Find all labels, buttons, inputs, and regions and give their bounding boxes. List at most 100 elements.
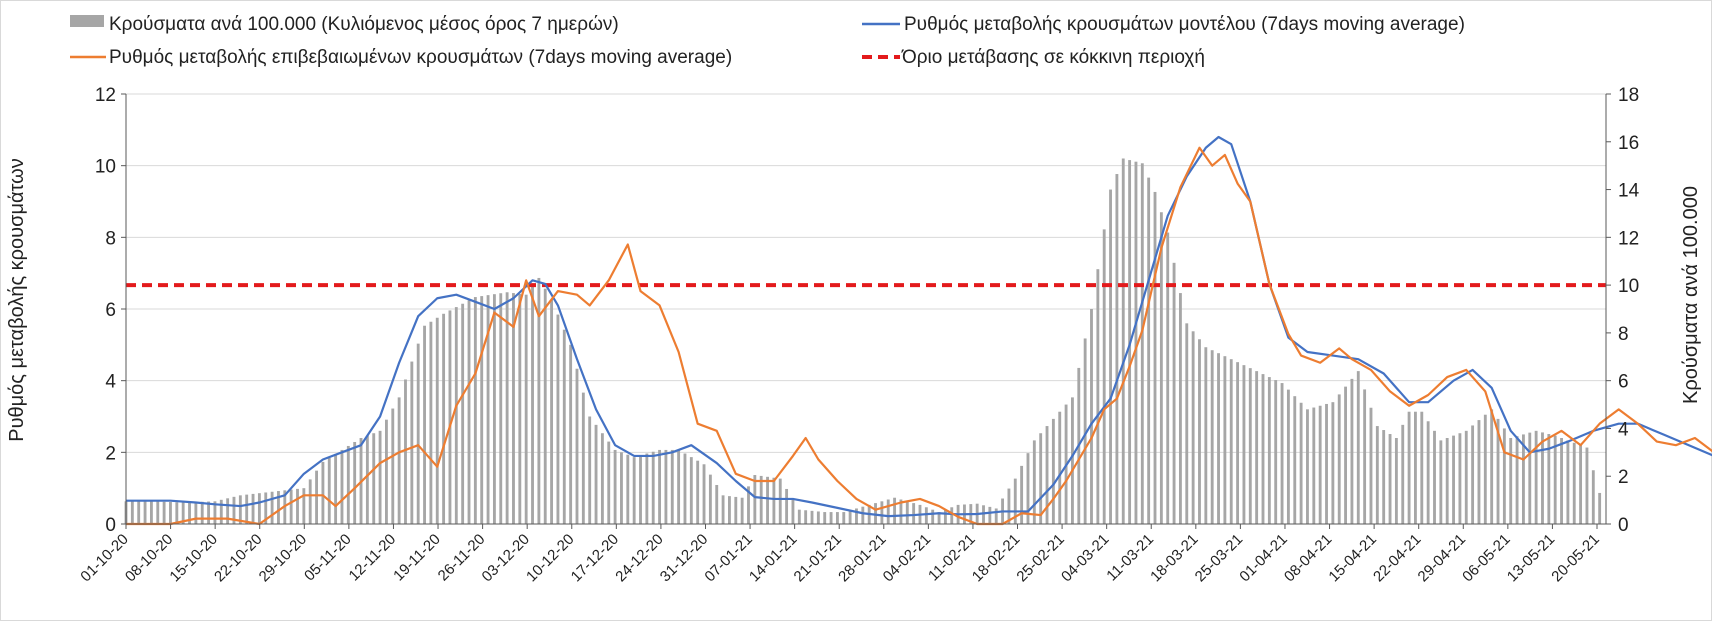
bar	[823, 512, 827, 524]
bar	[245, 494, 249, 524]
bar	[1439, 440, 1443, 524]
bar	[1090, 309, 1093, 524]
y-left-tick-label: 4	[105, 372, 116, 393]
bar	[581, 392, 585, 524]
bar	[200, 501, 204, 524]
bar	[473, 297, 477, 524]
bar	[886, 499, 890, 524]
bar	[238, 495, 242, 524]
bar	[207, 501, 211, 524]
bar	[988, 506, 992, 524]
legend-label-model-line: Ρυθμός μεταβολής κρουσμάτων μοντέλου (7d…	[904, 14, 1465, 35]
legend-item-bars: Κρούσματα ανά 100.000 (Κυλιόμενος μέσος …	[70, 14, 619, 35]
y-left-tick-label: 6	[105, 300, 116, 321]
bar	[1191, 331, 1195, 524]
bar	[429, 321, 433, 524]
bar	[664, 449, 668, 524]
bar	[1261, 374, 1265, 524]
bar	[391, 408, 395, 524]
bar	[1553, 435, 1557, 524]
y-left-tick-label: 0	[105, 515, 116, 536]
bar	[1026, 453, 1030, 524]
bar	[1083, 338, 1087, 524]
bar	[702, 464, 706, 524]
bar	[416, 343, 420, 524]
bar	[1306, 409, 1309, 524]
bar	[1071, 397, 1074, 524]
bar	[1293, 396, 1297, 524]
legend-item-confirmed-line: Ρυθμός μεταβολής επιβεβαιωμένων κρουσμάτ…	[70, 47, 732, 68]
bar	[1198, 339, 1201, 524]
bar	[550, 299, 554, 524]
bar	[677, 449, 681, 524]
bar	[1204, 347, 1208, 524]
bar	[861, 506, 865, 524]
bar	[277, 491, 280, 524]
bar	[835, 512, 839, 524]
bar	[1426, 421, 1430, 524]
bar	[181, 502, 185, 524]
bar	[1020, 465, 1024, 524]
bar	[899, 499, 903, 524]
bar	[569, 344, 573, 524]
bar	[512, 293, 515, 524]
y-left-tick-label: 8	[105, 228, 116, 249]
bar	[1496, 418, 1500, 524]
bar	[759, 475, 763, 524]
bar	[1483, 414, 1487, 524]
bar	[740, 497, 744, 524]
bar	[149, 501, 153, 524]
bar	[1280, 383, 1284, 524]
bar	[747, 486, 750, 525]
bar	[1229, 359, 1233, 524]
legend-item-model-line: Ρυθμός μεταβολής κρουσμάτων μοντέλου (7d…	[862, 14, 1465, 35]
bar	[334, 453, 338, 524]
bar	[524, 294, 528, 524]
y-axis-right-ticks: 0 2 4 6 8 10 12 14 16 18	[1606, 85, 1640, 536]
bar	[1382, 430, 1386, 524]
bar	[696, 460, 700, 524]
bar	[1407, 411, 1411, 524]
bar	[728, 496, 731, 524]
bar	[1255, 371, 1259, 524]
bar	[505, 292, 509, 524]
bar	[874, 503, 877, 524]
y-axis-right-title: Κρούσματα ανά 100.000	[1680, 186, 1702, 404]
bar	[1159, 212, 1163, 524]
legend-item-threshold: Όριο μετάβασης σε κόκκινη περιοχή	[862, 47, 1205, 68]
bar	[543, 288, 547, 524]
bar	[772, 477, 776, 524]
bar	[804, 510, 808, 524]
bar	[632, 457, 636, 524]
bar	[518, 293, 522, 524]
bar	[1210, 350, 1214, 524]
bar	[137, 501, 141, 524]
bar	[950, 507, 954, 524]
bar	[1242, 365, 1246, 524]
bar	[188, 502, 191, 524]
bar	[232, 496, 236, 524]
bar	[219, 499, 223, 524]
bar	[893, 497, 897, 524]
bar	[1522, 434, 1525, 524]
bar	[912, 503, 916, 524]
bar	[454, 307, 458, 524]
bar	[1166, 232, 1170, 524]
bar	[626, 454, 630, 524]
bar	[924, 507, 928, 524]
bar	[588, 416, 592, 524]
bar	[1344, 386, 1347, 524]
bar	[289, 489, 293, 524]
bar	[905, 501, 909, 524]
bar	[1337, 394, 1341, 524]
model-rate-line	[126, 135, 1712, 518]
bar	[1331, 402, 1335, 524]
y-left-tick-label: 10	[95, 157, 116, 178]
bar	[372, 433, 376, 524]
bar	[1591, 470, 1595, 524]
bar	[162, 501, 166, 524]
bar	[753, 475, 757, 524]
bar	[315, 470, 318, 524]
y-right-tick-label: 8	[1618, 324, 1629, 345]
bar	[1178, 293, 1182, 524]
